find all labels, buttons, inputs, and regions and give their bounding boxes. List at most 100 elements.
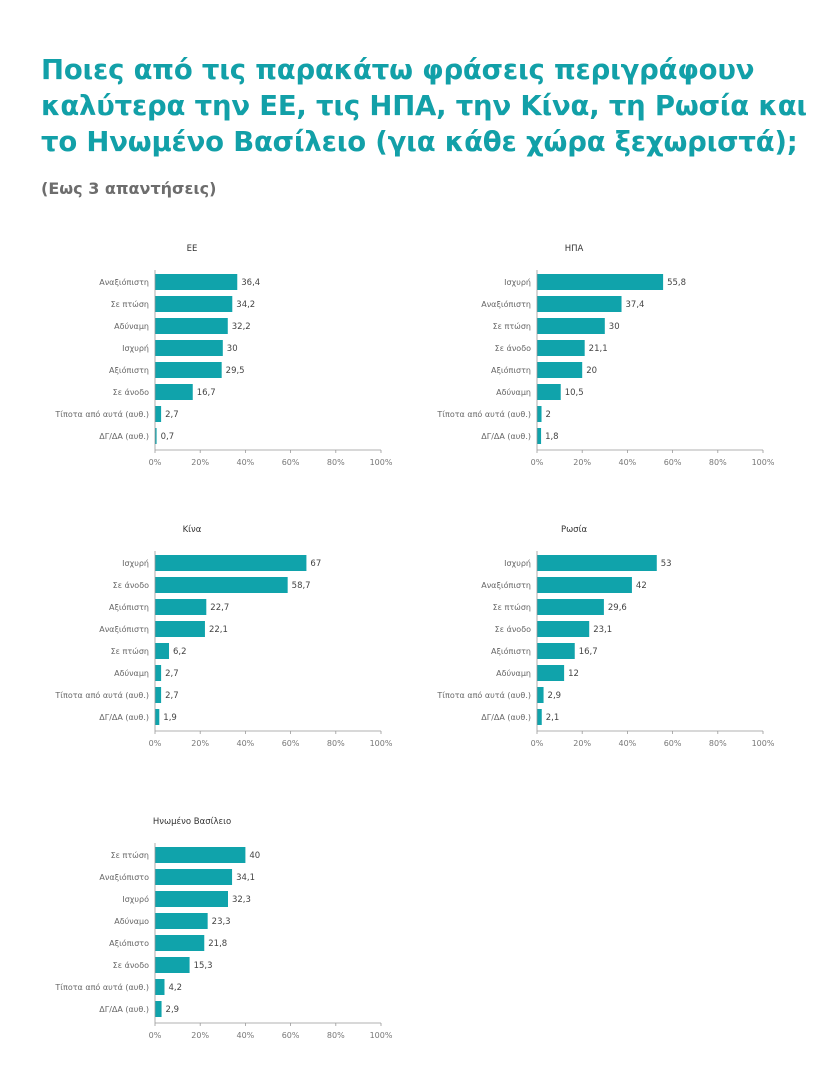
category-label: Σε πτώση [111,299,149,309]
category-label: Αναξιόπιστη [481,299,531,309]
category-label: Αναξιόπιστη [481,580,531,590]
x-tick-label: 20% [191,458,209,467]
bar [537,665,565,681]
category-label: Αξιόπιστη [491,365,531,375]
bar [155,577,288,593]
bar [155,384,193,400]
data-label: 34,2 [236,300,255,310]
category-label: Τίποτα από αυτά (αυθ.) [436,409,531,419]
data-label: 16,7 [197,388,216,398]
x-tick-label: 100% [370,1031,393,1040]
x-tick-label: 20% [573,458,591,467]
category-label: Ισχυρή [504,559,531,568]
data-label: 12 [568,669,579,679]
bar [155,913,208,929]
page-subtitle: (Εως 3 απαντήσεις) [41,179,217,198]
bar [155,957,190,973]
category-label: Σε άνοδο [495,625,531,634]
category-label: Τίποτα από αυτά (αυθ.) [436,690,531,700]
chart-title: Ηνωμένο Βασίλειο [153,816,231,827]
category-label: Τίποτα από αυτά (αυθ.) [54,982,149,992]
category-label: Ισχυρή [122,559,149,568]
category-label: Σε πτώση [493,602,531,612]
bar [155,555,307,571]
x-tick-label: 40% [237,739,255,748]
category-label: Αξιόπιστο [109,938,149,948]
x-tick-label: 20% [191,1031,209,1040]
category-label: Αδύναμο [114,916,149,926]
data-label: 23,3 [212,917,231,927]
x-tick-label: 60% [664,458,682,467]
x-tick-label: 60% [282,1031,300,1040]
category-label: Σε πτώση [111,646,149,656]
category-label: ΔΓ/ΔΑ (αυθ.) [99,432,149,441]
bar [537,274,664,290]
data-label: 53 [661,559,672,569]
category-label: Ισχυρή [122,344,149,353]
data-label: 2,7 [165,669,179,679]
data-label: 16,7 [579,647,598,657]
category-label: Αδύναμη [114,668,149,678]
x-tick-label: 100% [752,458,775,467]
bar [537,296,622,312]
bar [537,599,604,615]
bar [155,621,205,637]
x-tick-label: 20% [573,739,591,748]
x-tick-label: 0% [149,458,162,467]
chart-title: ΗΠΑ [565,244,584,254]
category-label: Αδύναμη [496,387,531,397]
data-label: 22,1 [209,625,228,635]
x-tick-label: 80% [327,458,345,467]
data-label: 23,1 [593,625,612,635]
x-tick-label: 100% [752,739,775,748]
page-title-line-3: το Ηνωμένο Βασίλειο (για κάθε χώρα ξεχωρ… [41,126,798,158]
bar [155,869,233,885]
data-label: 2,1 [546,713,560,723]
bar [155,665,162,681]
data-label: 67 [310,559,321,569]
bar [155,979,165,995]
category-label: Αξιόπιστη [491,646,531,656]
x-tick-label: 80% [709,739,727,748]
data-label: 10,5 [565,388,584,398]
bar [537,687,544,703]
bar [537,577,632,593]
x-tick-label: 20% [191,739,209,748]
x-tick-label: 80% [709,458,727,467]
data-label: 2,7 [165,410,179,420]
data-label: 37,4 [626,300,645,310]
x-tick-label: 0% [531,458,544,467]
category-label: Αναξιόπιστη [99,624,149,634]
x-tick-label: 100% [370,458,393,467]
x-tick-label: 40% [237,458,255,467]
category-label: Αδύναμη [496,668,531,678]
bar [537,406,542,422]
data-label: 6,2 [173,647,187,657]
data-label: 22,7 [210,603,229,613]
data-label: 0,7 [161,432,175,442]
category-label: Αξιόπιστη [109,365,149,375]
category-label: ΔΓ/ΔΑ (αυθ.) [481,432,531,441]
bar [537,362,583,378]
data-label: 34,1 [236,873,255,883]
data-label: 58,7 [292,581,311,591]
x-tick-label: 0% [149,1031,162,1040]
data-label: 40 [249,851,260,861]
category-label: Σε πτώση [111,850,149,860]
x-tick-label: 60% [664,739,682,748]
bar [537,621,590,637]
data-label: 1,8 [545,432,559,442]
bar [537,384,561,400]
x-tick-label: 0% [531,739,544,748]
category-label: Σε άνοδο [495,344,531,353]
category-label: Ισχυρό [122,894,149,904]
data-label: 29,6 [608,603,627,613]
chart-title: Ρωσία [561,525,588,535]
data-label: 4,2 [168,983,182,993]
bar [537,709,542,725]
category-label: Αναξιόπιστο [99,872,149,882]
bar [155,709,160,725]
page-title: Ποιες από τις παρακάτω φράσεις περιγράφο… [41,52,807,160]
category-label: Αξιόπιστη [109,602,149,612]
bar [155,847,246,863]
